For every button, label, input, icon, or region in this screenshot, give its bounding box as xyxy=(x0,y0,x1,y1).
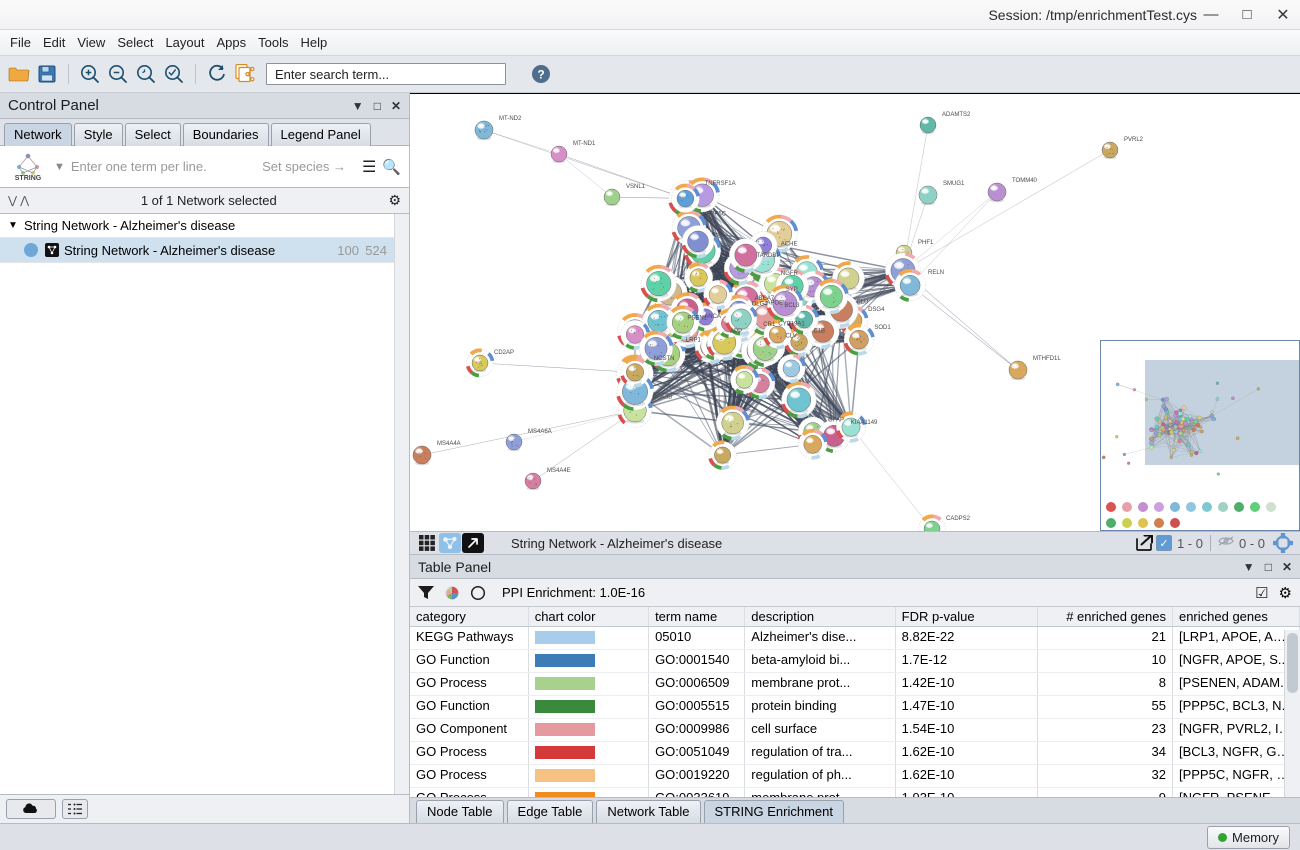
svg-text:TOMM40: TOMM40 xyxy=(1012,178,1038,184)
svg-text:PVRL2: PVRL2 xyxy=(1124,137,1144,143)
svg-text:TARDBP: TARDBP xyxy=(757,253,781,259)
svg-text:MS4A4A: MS4A4A xyxy=(437,441,461,447)
svg-text:RELN: RELN xyxy=(928,270,944,276)
svg-text:VSNL1: VSNL1 xyxy=(626,184,646,190)
svg-text:APP: APP xyxy=(730,329,742,335)
svg-text:CR1: CR1 xyxy=(763,322,776,328)
svg-text:PHF1: PHF1 xyxy=(918,240,934,246)
svg-text:MT-ND2: MT-ND2 xyxy=(499,116,522,122)
svg-text:TNFRSF1A: TNFRSF1A xyxy=(705,181,736,187)
svg-text:LRP1: LRP1 xyxy=(686,337,702,343)
svg-text:GSK3B: GSK3B xyxy=(652,394,672,400)
svg-text:NCSTN: NCSTN xyxy=(654,356,675,362)
svg-text:KIAA1149: KIAA1149 xyxy=(851,420,878,426)
svg-text:PPP5C: PPP5C xyxy=(706,212,726,218)
svg-text:CLU: CLU xyxy=(856,300,868,306)
svg-text:NGFR: NGFR xyxy=(781,271,799,277)
svg-text:MS4A6A: MS4A6A xyxy=(528,429,552,435)
svg-text:C1B: C1B xyxy=(813,329,825,335)
svg-text:SMUG1: SMUG1 xyxy=(943,181,965,187)
svg-text:DSG4: DSG4 xyxy=(868,307,885,313)
svg-text:CD2AP: CD2AP xyxy=(494,350,514,356)
svg-text:PSEN1: PSEN1 xyxy=(687,316,707,322)
svg-text:LK: LK xyxy=(713,264,720,270)
svg-text:CADPS2: CADPS2 xyxy=(946,516,971,522)
svg-text:ABCA7: ABCA7 xyxy=(755,296,775,302)
svg-text:CLV: CLV xyxy=(786,333,797,339)
svg-text:SOD1: SOD1 xyxy=(874,325,891,331)
svg-text:?: ? xyxy=(537,68,544,82)
svg-text:ACHE: ACHE xyxy=(781,242,798,248)
svg-text:BCL3: BCL3 xyxy=(784,303,800,309)
svg-text:GFAP: GFAP xyxy=(828,418,844,424)
svg-text:MT-ND1: MT-ND1 xyxy=(573,141,596,147)
svg-text:ADAMTS2: ADAMTS2 xyxy=(942,112,971,118)
svg-text:MS4A4E: MS4A4E xyxy=(547,468,571,474)
svg-text:MTHFD1L: MTHFD1L xyxy=(1033,356,1061,362)
svg-text:SYP: SYP xyxy=(786,287,798,293)
svg-text:CYP19A1: CYP19A1 xyxy=(778,322,805,328)
